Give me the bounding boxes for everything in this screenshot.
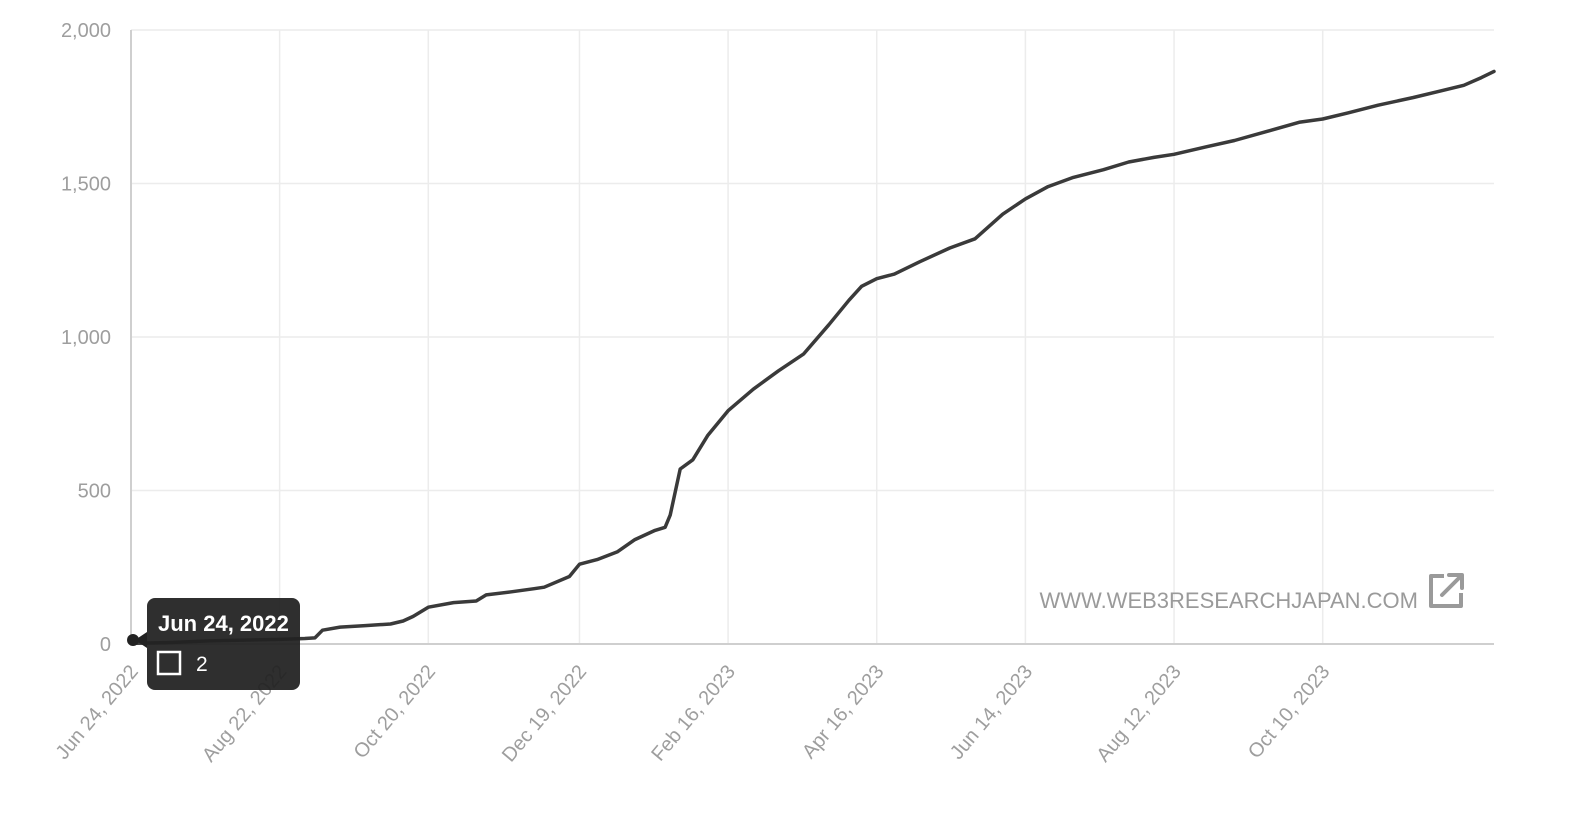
- tooltip-box: [147, 598, 300, 690]
- watermark[interactable]: WWW.WEB3RESEARCHJAPAN.COM: [1039, 573, 1464, 613]
- x-tick-label: Jun 14, 2023: [946, 661, 1037, 764]
- x-tick-label: Feb 16, 2023: [647, 661, 740, 765]
- y-tick-label: 0: [100, 634, 111, 656]
- watermark-text[interactable]: WWW.WEB3RESEARCHJAPAN.COM: [1039, 588, 1418, 613]
- x-tick-label: Oct 10, 2023: [1244, 661, 1334, 763]
- y-axis-ticks: 0 500 1,000 1,500 2,000: [61, 20, 111, 656]
- x-tick-label: Apr 16, 2023: [798, 661, 888, 763]
- tooltip-pointer: [135, 632, 147, 648]
- y-tick-label: 2,000: [61, 20, 111, 42]
- tooltip-point-marker: [127, 634, 139, 646]
- x-tick-label: Dec 19, 2022: [498, 661, 591, 766]
- y-tick-label: 1,500: [61, 174, 111, 196]
- y-tick-label: 500: [78, 481, 111, 503]
- x-tick-label: Jun 24, 2022: [52, 661, 143, 764]
- x-tick-label: Aug 12, 2023: [1093, 661, 1186, 766]
- tooltip-series-swatch: [156, 650, 182, 676]
- tooltip-value: 2: [196, 653, 208, 676]
- series-line: [129, 69, 1496, 646]
- y-tick-label: 1,000: [61, 327, 111, 349]
- grid: [131, 29, 1494, 644]
- tooltip: Jun 24, 2022 2: [127, 598, 300, 690]
- x-tick-label: Oct 20, 2022: [350, 661, 440, 763]
- external-link-icon[interactable]: [1429, 573, 1464, 608]
- axes: [130, 30, 1494, 645]
- tooltip-date: Jun 24, 2022: [158, 611, 289, 636]
